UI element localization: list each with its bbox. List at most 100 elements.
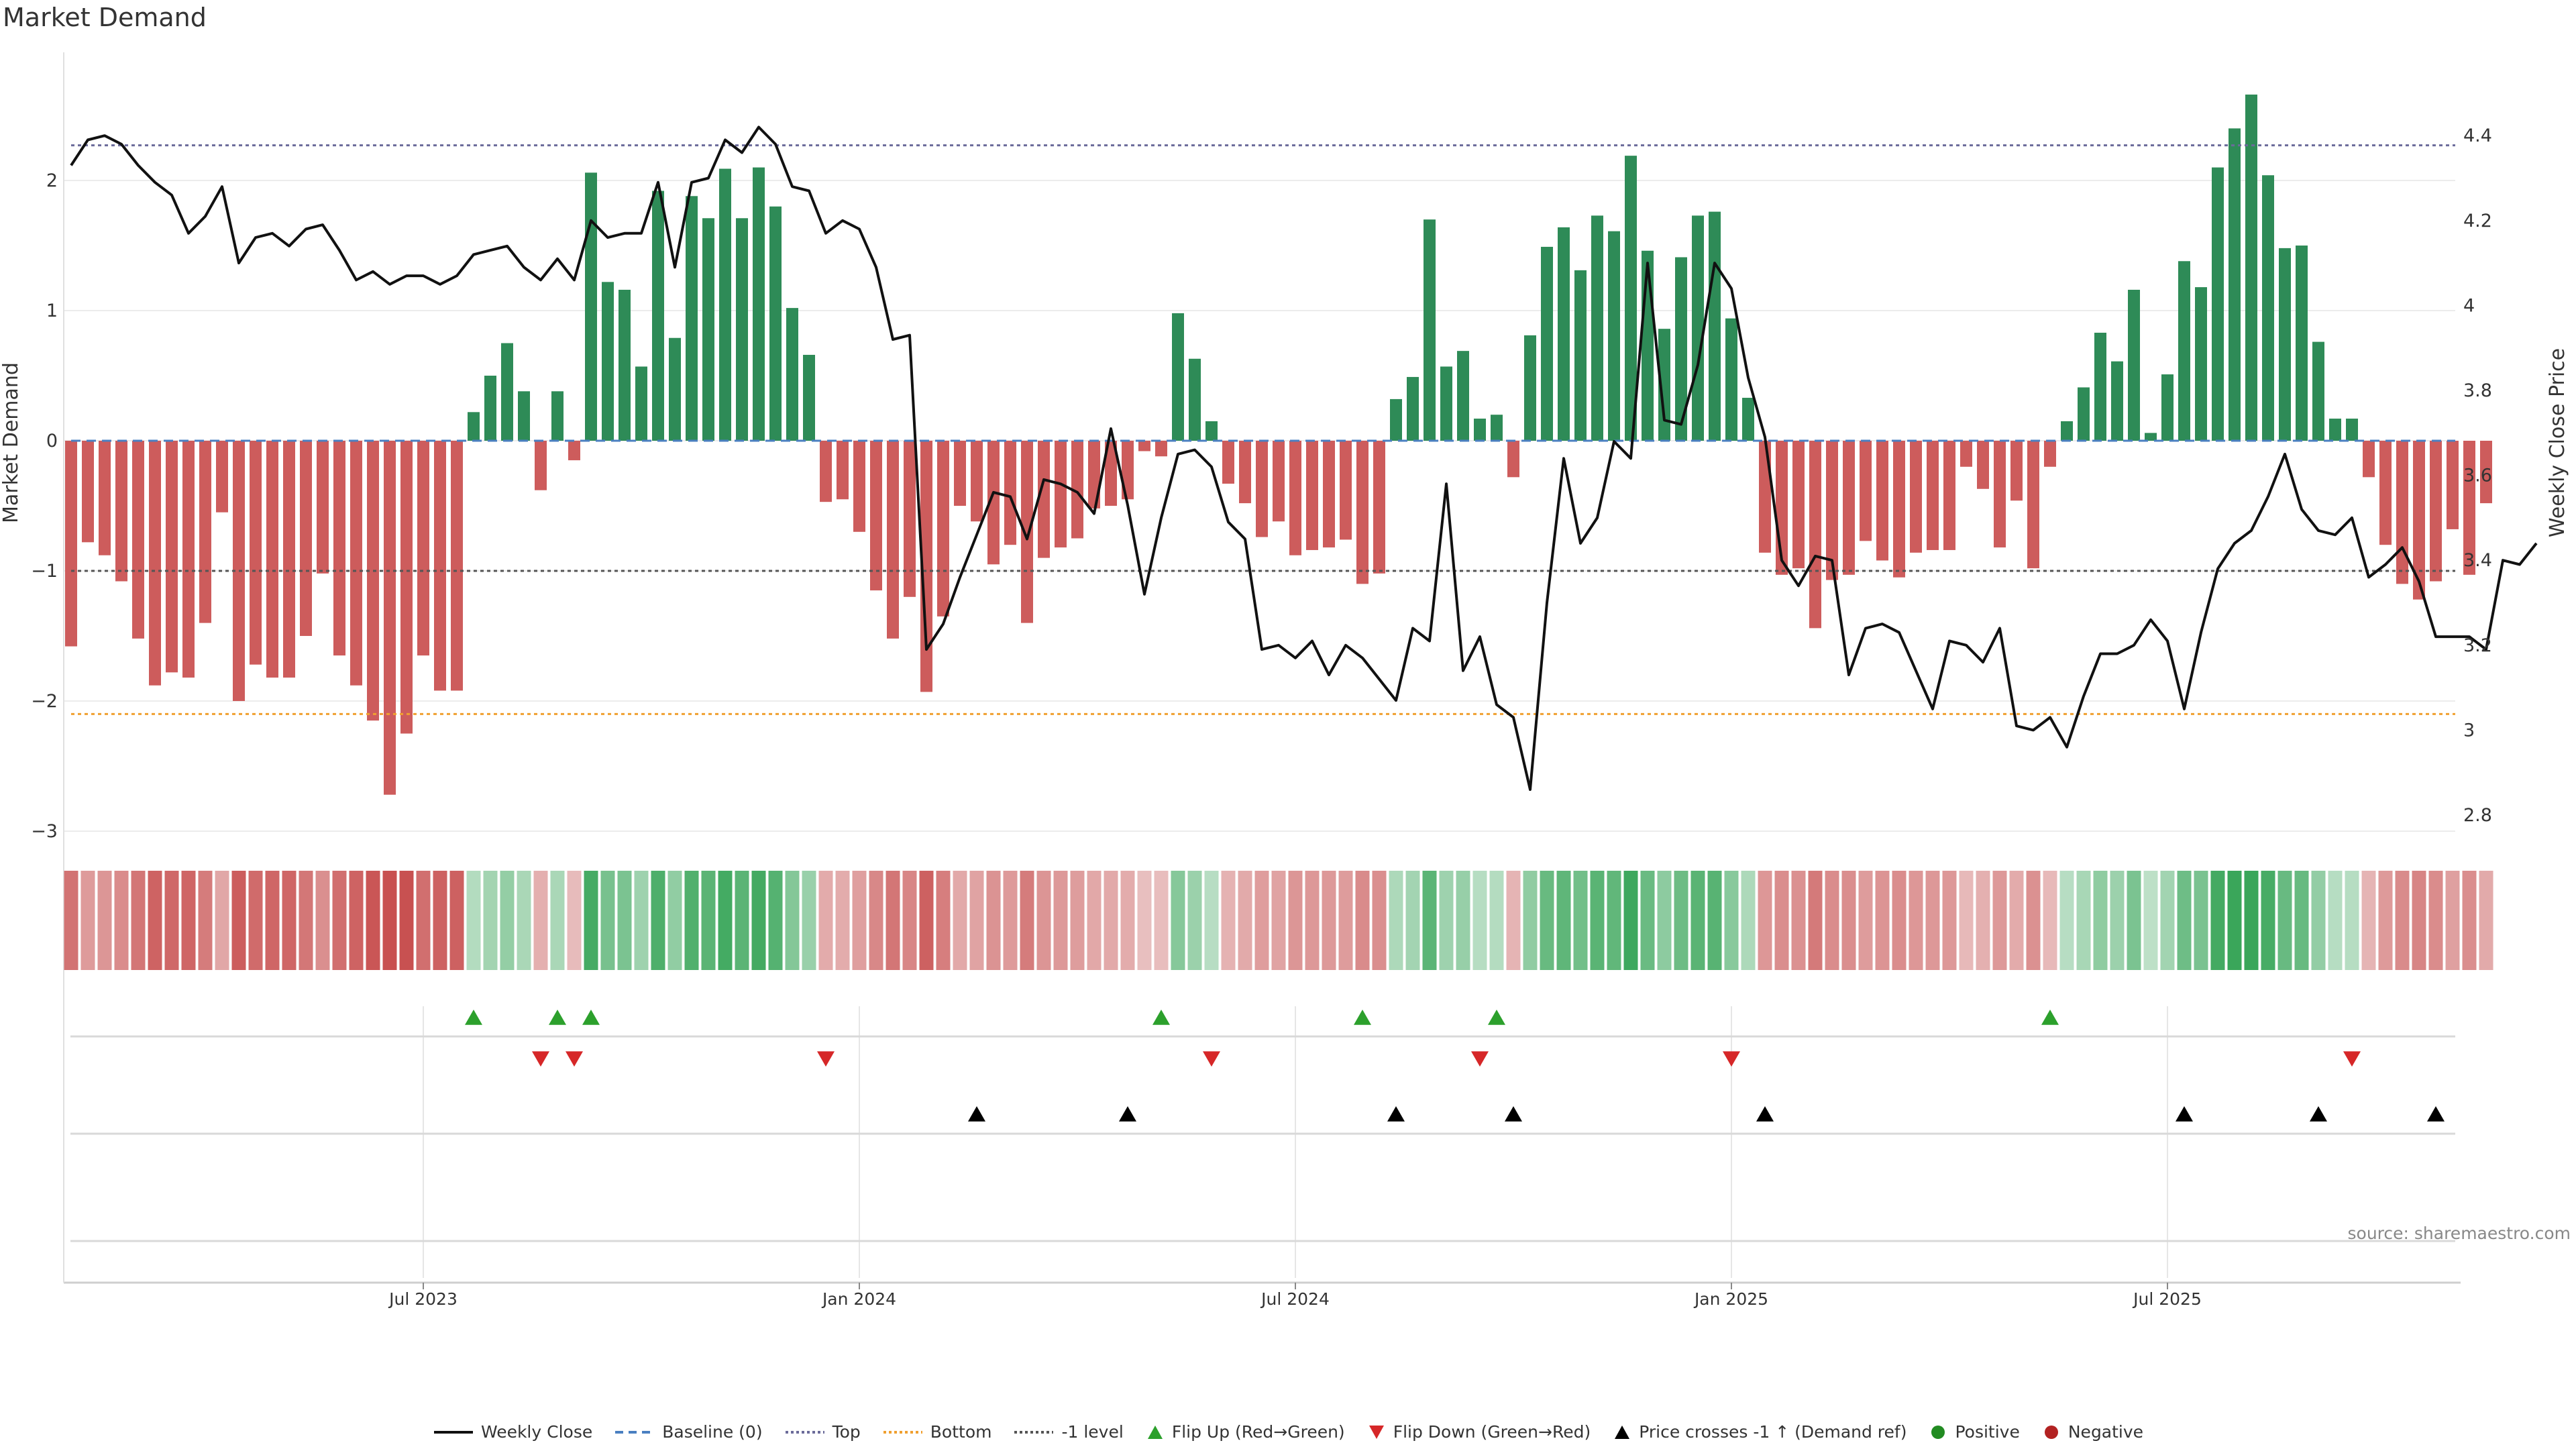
demand-bar xyxy=(2463,441,2475,575)
flip-down-marker xyxy=(1203,1051,1220,1067)
flip-up-marker xyxy=(582,1010,600,1025)
demand-bar xyxy=(753,167,765,441)
heat-cell xyxy=(1389,871,1403,970)
heat-cell xyxy=(1607,871,1621,970)
demand-bar xyxy=(132,441,144,639)
legend-item: Positive xyxy=(1928,1422,2020,1442)
heat-cell xyxy=(1137,871,1152,970)
demand-bar xyxy=(837,441,849,500)
heat-cell xyxy=(1036,871,1051,970)
legend-label: Price crosses -1 ↑ (Demand ref) xyxy=(1639,1422,1907,1442)
demand-bar xyxy=(1340,441,1352,540)
demand-bar xyxy=(1960,441,1972,467)
demand-bar xyxy=(535,441,547,490)
heat-cell xyxy=(2059,871,2074,970)
heat-cell xyxy=(1707,871,1722,970)
demand-bar xyxy=(1021,441,1033,623)
demand-bar xyxy=(2212,167,2224,441)
demand-bar xyxy=(1155,441,1167,457)
demand-bar xyxy=(350,441,362,686)
demand-bar xyxy=(1172,313,1184,441)
demand-bar xyxy=(2245,94,2257,441)
demand-bar xyxy=(551,391,564,441)
demand-bar xyxy=(904,441,916,597)
heat-cell xyxy=(1154,871,1169,970)
demand-bar xyxy=(1105,441,1117,506)
left-tick-label: 1 xyxy=(46,301,58,321)
demand-bar xyxy=(2396,441,2408,584)
legend-item: Flip Up (Red→Green) xyxy=(1145,1422,1345,1442)
heat-cell xyxy=(617,871,632,970)
demand-bar xyxy=(920,441,932,692)
demand-bar xyxy=(2229,128,2241,441)
demand-bar xyxy=(2195,287,2207,441)
demand-bar xyxy=(1289,441,1301,555)
demand-bar xyxy=(1122,441,1134,500)
legend-symbol xyxy=(1014,1430,1054,1434)
legend-item: Weekly Close xyxy=(433,1422,592,1442)
demand-bar xyxy=(1524,335,1536,441)
demand-bar xyxy=(1927,441,1939,550)
demand-bar xyxy=(484,376,496,441)
legend-label: Weekly Close xyxy=(480,1422,593,1442)
demand-bar xyxy=(300,441,312,636)
demand-bar xyxy=(2346,419,2358,441)
demand-bar xyxy=(2363,441,2375,478)
demand-bar xyxy=(1239,441,1251,504)
legend: Weekly Close Baseline (0) Top Bottom -1 leve… xyxy=(0,1422,2576,1442)
heat-cell xyxy=(416,871,431,970)
legend-triangle-up xyxy=(1147,1425,1163,1439)
legend-symbol xyxy=(1615,1425,1630,1439)
demand-bar xyxy=(1440,366,1452,441)
heat-cell xyxy=(265,871,280,970)
heat-cell xyxy=(2043,871,2057,970)
demand-bar xyxy=(2010,441,2023,501)
demand-bar xyxy=(2279,248,2291,441)
demand-bar xyxy=(1491,415,1503,441)
heat-cell xyxy=(2143,871,2158,970)
heat-cell xyxy=(2345,871,2359,970)
flip-up-marker xyxy=(1354,1010,1371,1025)
heat-cell xyxy=(936,871,951,970)
heat-cell xyxy=(349,871,364,970)
heat-cell xyxy=(2093,871,2108,970)
heat-cell xyxy=(131,871,146,970)
demand-bar xyxy=(283,441,295,678)
heat-cell xyxy=(1825,871,1839,970)
legend-item: -1 level xyxy=(1013,1422,1124,1442)
heat-cell xyxy=(1808,871,1823,970)
x-tick-label: Jan 2024 xyxy=(821,1289,896,1309)
demand-bar xyxy=(702,218,714,441)
heat-cell xyxy=(718,871,733,970)
demand-bar xyxy=(2027,441,2039,569)
demand-bar xyxy=(115,441,127,582)
heat-cell xyxy=(818,871,833,970)
heat-cell xyxy=(919,871,934,970)
demand-bar xyxy=(1424,219,1436,441)
demand-bar xyxy=(1004,441,1016,545)
heat-cell xyxy=(2479,871,2493,970)
legend-item: Price crosses -1 ↑ (Demand ref) xyxy=(1612,1422,1907,1442)
demand-bar xyxy=(417,441,429,656)
heat-cell xyxy=(1674,871,1688,970)
legend-item: Baseline (0) xyxy=(614,1422,763,1442)
heat-cell xyxy=(567,871,582,970)
demand-bar xyxy=(1038,441,1050,558)
heat-cell xyxy=(2009,871,2024,970)
heat-cell xyxy=(1204,871,1219,970)
heat-cell xyxy=(1640,871,1655,970)
weekly-close-line xyxy=(70,125,2538,791)
heat-cell xyxy=(315,871,330,970)
heat-cell xyxy=(986,871,1001,970)
heat-cell xyxy=(1791,871,1806,970)
heat-cell xyxy=(1020,871,1034,970)
right-axis-title: Weekly Close Price xyxy=(2546,348,2569,537)
legend-symbol xyxy=(785,1430,824,1434)
demand-bar xyxy=(1390,398,1402,441)
demand-bar xyxy=(182,441,195,678)
demand-bar xyxy=(853,441,865,532)
demand-bar xyxy=(1860,441,1872,541)
heat-cell xyxy=(1171,871,1185,970)
heat-cell xyxy=(1489,871,1504,970)
reference-lines-layer xyxy=(71,144,2455,715)
